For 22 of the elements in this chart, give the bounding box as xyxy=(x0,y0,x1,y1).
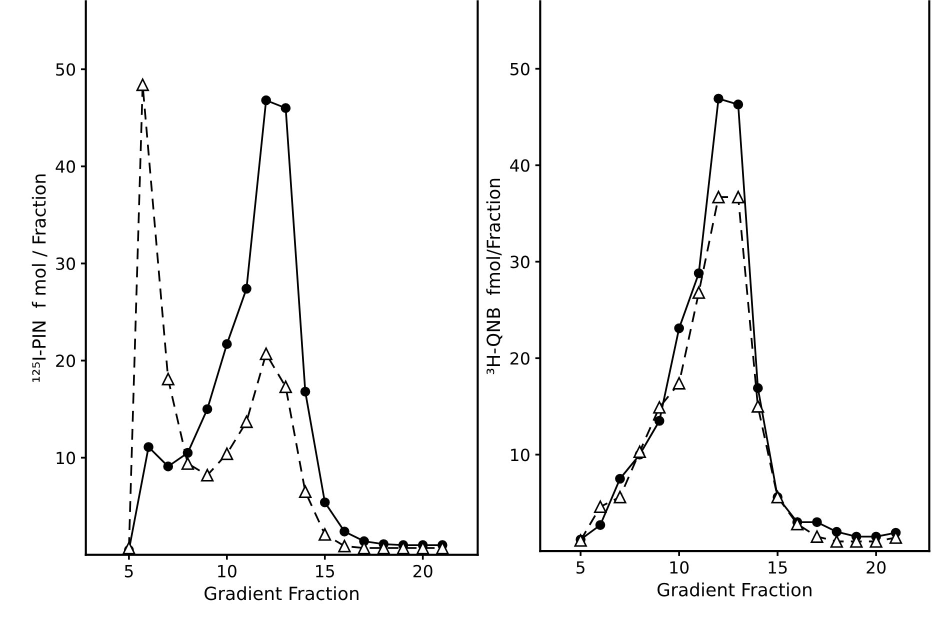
x-tick-label: 15 xyxy=(316,565,334,578)
x-tick-label: 10 xyxy=(218,564,236,578)
y-tick-label: 50 xyxy=(56,63,76,76)
y-tick-label: 10 xyxy=(56,452,76,464)
x-tick-label: 15 xyxy=(768,561,787,574)
x-axis-title: Gradient Fraction xyxy=(204,586,358,600)
x-tick-label: 5 xyxy=(124,565,133,578)
x-tick-label: 10 xyxy=(670,561,689,574)
y-axis-title: ¹²⁵I-PIN f mol / Fraction xyxy=(32,174,48,382)
y-axis-title: ³H-QNB fmol/Fraction xyxy=(486,178,502,374)
x-axis-title: Gradient Fraction xyxy=(658,582,812,596)
y-tick-label: 40 xyxy=(510,159,530,172)
y-tick-label: 40 xyxy=(56,160,76,173)
x-tick-label: 5 xyxy=(576,561,584,574)
y-tick-label: 50 xyxy=(510,62,530,76)
y-tick-label: 20 xyxy=(56,354,76,368)
y-tick-label: 10 xyxy=(511,448,530,462)
x-tick-label: 20 xyxy=(866,561,886,574)
y-tick-label: 30 xyxy=(510,256,530,268)
y-tick-label: 30 xyxy=(56,257,76,270)
x-tick-label: 20 xyxy=(413,564,432,578)
y-tick-label: 20 xyxy=(510,352,530,365)
